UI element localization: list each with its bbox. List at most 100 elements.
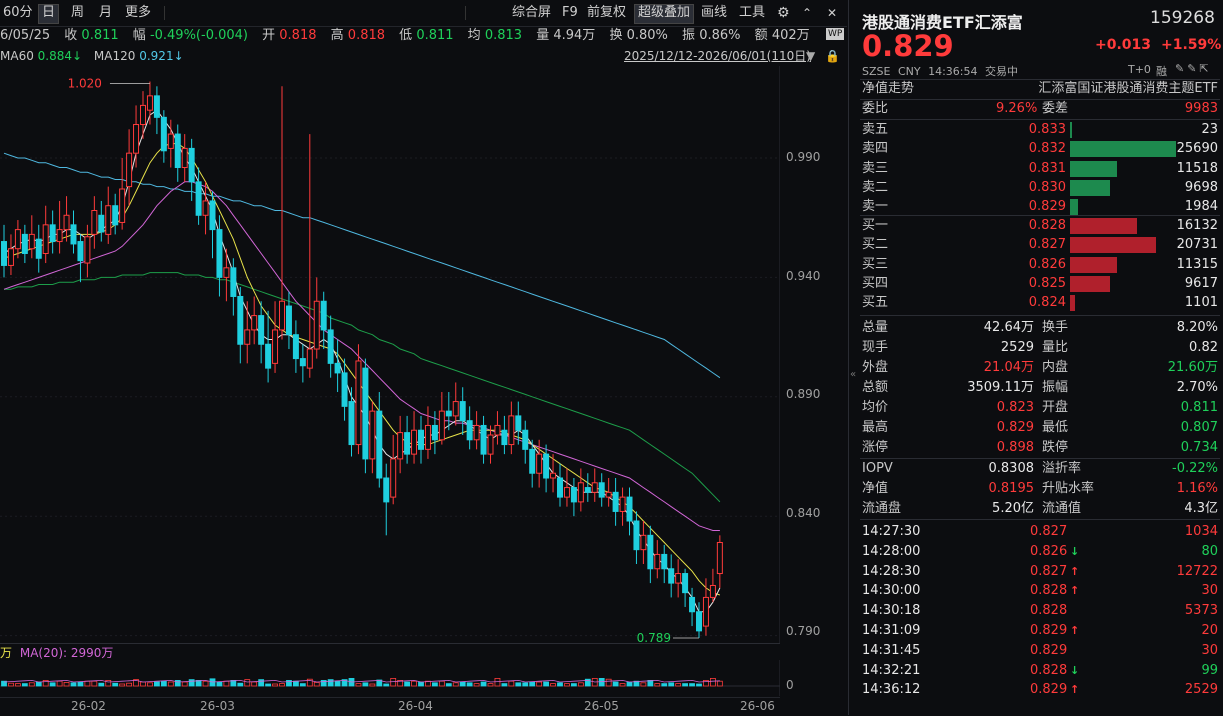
stat-label: 溢折率	[1042, 461, 1082, 476]
stat-row[interactable]: 总量 42.64万 换手 8.20%	[862, 318, 1218, 338]
tools-button[interactable]: 工具	[739, 5, 766, 20]
stat-row[interactable]: 现手 2529 量比 0.82	[862, 338, 1218, 358]
candle-body	[383, 477, 390, 503]
candle-body	[292, 334, 299, 360]
arrow-down-icon: ↓	[1070, 544, 1080, 558]
chevron-up-icon[interactable]: ⌃	[802, 6, 813, 20]
stat-row[interactable]: 最高 0.829 最低 0.807	[862, 418, 1218, 438]
dropdown-arrow-icon[interactable]: ▼	[806, 49, 816, 63]
y-tick-label: 0.940	[786, 269, 821, 283]
stat-row[interactable]: 涨停 0.898 跌停 0.734	[862, 438, 1218, 458]
volume-bar	[70, 682, 77, 687]
composite-screen-button[interactable]: 综合屏	[512, 5, 552, 20]
volume-bar	[133, 679, 139, 687]
kline-chart-area[interactable]: 60分 日 周 月 更多 综合屏 F9 前复权 超级叠加 画线 工具 ⚙ ⌃ ✕…	[0, 0, 847, 715]
bid-row[interactable]: 买五 0.824 1101	[862, 293, 1218, 313]
tick-row[interactable]: 14:31:45 0.829 30	[862, 641, 1218, 661]
ask-price: 0.831	[1028, 160, 1066, 176]
tab-weekly[interactable]: 周	[71, 5, 85, 20]
tick-price: 0.828	[1030, 583, 1068, 599]
volume-bar	[84, 680, 91, 687]
volume-bar	[369, 683, 376, 687]
bid-row[interactable]: 买四 0.825 9617	[862, 274, 1218, 294]
volume-bar	[584, 678, 591, 687]
gear-icon[interactable]: ⚙	[777, 5, 790, 21]
ask-row[interactable]: 卖三 0.831 11518	[862, 159, 1218, 179]
margin-badge: 融	[1156, 65, 1167, 78]
stat-row[interactable]: 流通盘 5.20亿 流通值 4.3亿	[862, 499, 1218, 519]
bid-row[interactable]: 买三 0.826 11315	[862, 255, 1218, 275]
volume-unit: 万	[0, 646, 13, 660]
low-value: 0.811	[416, 28, 454, 43]
bid-row[interactable]: 买二 0.827 20731	[862, 235, 1218, 255]
stat-row[interactable]: IOPV 0.8308 溢折率 -0.22%	[862, 459, 1218, 479]
stat-row[interactable]: 均价 0.823 开盘 0.811	[862, 398, 1218, 418]
tab-monthly[interactable]: 月	[99, 5, 113, 20]
last-price: 0.829	[862, 29, 954, 63]
bid-row[interactable]: 买一 0.828 16132	[862, 216, 1218, 236]
tab-more[interactable]: 更多	[125, 5, 152, 20]
candle-body	[466, 420, 473, 441]
x-tick-label: 26-03	[200, 699, 235, 713]
volume-bar	[459, 681, 466, 687]
currency: CNY	[897, 65, 921, 78]
stat-value: 0.807	[1180, 420, 1218, 435]
tick-row[interactable]: 14:32:21 0.828 ↓ 99	[862, 661, 1218, 681]
candle-body	[355, 360, 362, 446]
stat-label: IOPV	[862, 461, 893, 476]
tick-row[interactable]: 14:31:09 0.829 ↑ 20	[862, 621, 1218, 641]
collapse-panel-icon[interactable]: «	[849, 369, 857, 380]
volume-bar	[237, 682, 244, 687]
volume-plot[interactable]	[0, 660, 780, 696]
volume-bar	[390, 677, 397, 687]
forward-adjust-button[interactable]: 前复权	[587, 5, 627, 20]
ask-row[interactable]: 卖二 0.830 9698	[862, 178, 1218, 198]
ask-label: 卖二	[862, 179, 889, 195]
close-icon[interactable]: ✕	[827, 6, 838, 20]
candle-body	[84, 236, 91, 264]
draw-line-button[interactable]: 画线	[701, 5, 728, 20]
tick-row[interactable]: 14:30:00 0.828 ↑ 30	[862, 581, 1218, 601]
stat-value: 2529	[1000, 340, 1034, 355]
y-tick-label: 0.790	[786, 624, 821, 638]
ask-row[interactable]: 卖四 0.832 25690	[862, 139, 1218, 159]
volume-bar	[431, 682, 438, 687]
depth-bar	[1070, 295, 1075, 312]
volume-bar	[63, 681, 70, 687]
tick-time: 14:27:30	[862, 524, 921, 539]
candle-body	[251, 315, 258, 331]
stat-value: -0.22%	[1172, 461, 1218, 476]
f9-button[interactable]: F9	[562, 5, 578, 20]
wp-badge-icon[interactable]: WP	[826, 28, 845, 40]
stat-row[interactable]: 净值 0.8195 升贴水率 1.16%	[862, 479, 1218, 499]
divider	[860, 215, 1220, 216]
super-overlay-button[interactable]: 超级叠加	[634, 4, 695, 24]
x-tick-label: 26-05	[584, 699, 619, 713]
tab-60min[interactable]: 60分	[3, 5, 33, 20]
ask-price: 0.830	[1028, 179, 1066, 195]
ask-row[interactable]: 卖五 0.833 23	[862, 120, 1218, 140]
tick-row[interactable]: 14:36:12 0.829 ↑ 2529	[862, 680, 1218, 700]
tab-daily[interactable]: 日	[38, 4, 60, 24]
volume-bar	[105, 679, 112, 687]
ma120-line	[3, 152, 721, 379]
tick-row[interactable]: 14:30:18 0.828 5373	[862, 601, 1218, 621]
lock-icon[interactable]: 🔒	[825, 49, 840, 63]
bid-price: 0.828	[1028, 218, 1066, 233]
stat-row[interactable]: 总额 3509.11万 振幅 2.70%	[862, 378, 1218, 398]
bid-volume: 9617	[1184, 275, 1218, 291]
date-range[interactable]: 2025/12/12-2026/06/01(110日)	[624, 49, 811, 63]
volume-bar	[418, 681, 424, 687]
stat-label: 外盘	[862, 360, 889, 375]
candlestick-plot[interactable]: 1.020 0.789	[0, 66, 780, 644]
volume-bar	[341, 679, 348, 687]
nav-trend-row[interactable]: 净值走势 汇添富国证港股通消费主题ETF	[862, 79, 1218, 99]
tick-row[interactable]: 14:27:30 0.827 1034	[862, 522, 1218, 542]
tick-row[interactable]: 14:28:30 0.827 ↑ 12722	[862, 562, 1218, 582]
tick-row[interactable]: 14:28:00 0.826 ↓ 80	[862, 542, 1218, 562]
stat-row[interactable]: 外盘 21.04万 内盘 21.60万	[862, 358, 1218, 378]
panel-tool-icons[interactable]: ✎✎⇱	[1175, 62, 1212, 75]
ask-row[interactable]: 卖一 0.829 1984	[862, 197, 1218, 217]
bid-price: 0.825	[1028, 275, 1066, 291]
candle-body	[633, 520, 640, 551]
